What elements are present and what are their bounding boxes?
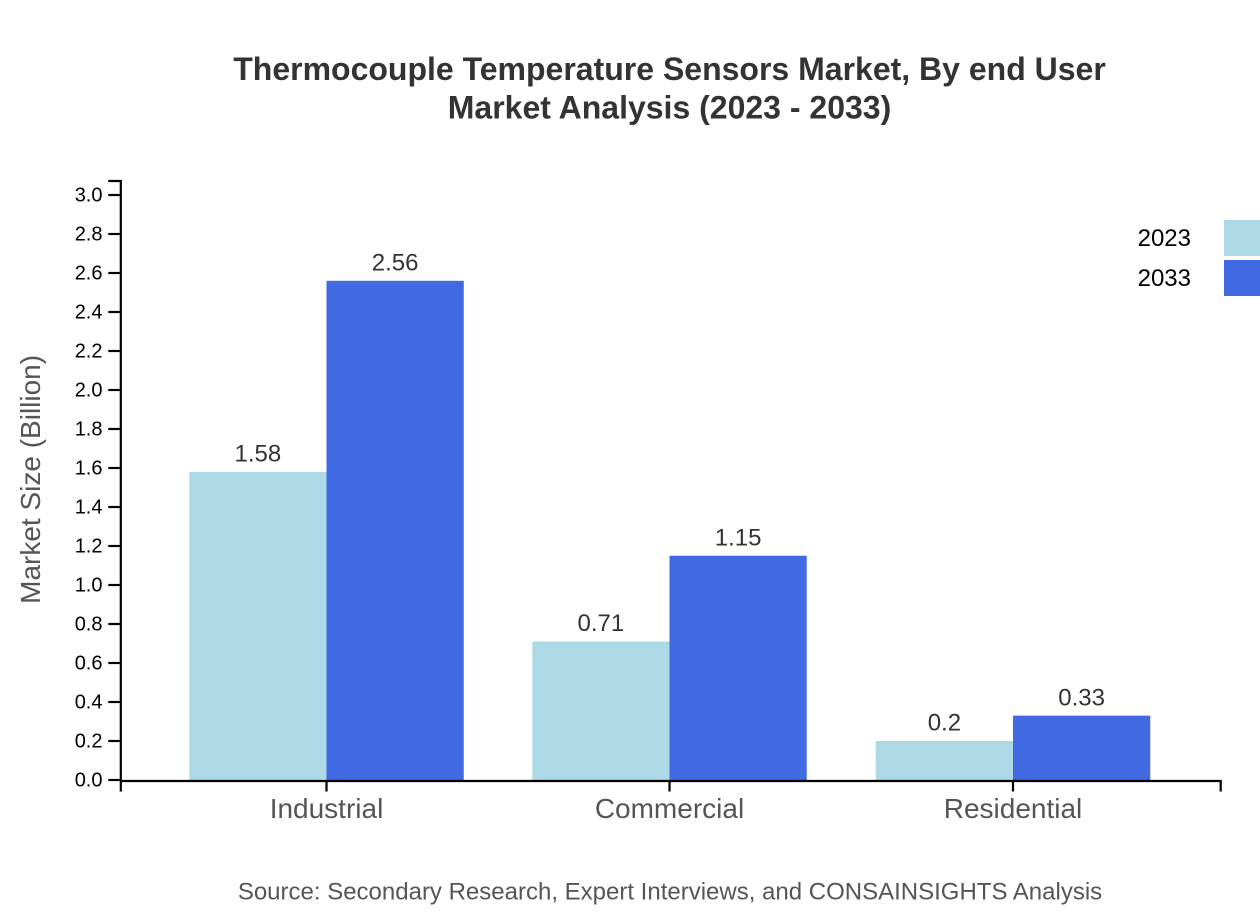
- svg-text:Thermocouple Temperature Senso: Thermocouple Temperature Sensors Market,…: [233, 51, 1106, 87]
- svg-text:Industrial: Industrial: [270, 793, 384, 824]
- svg-text:Market Size (Billion): Market Size (Billion): [15, 355, 46, 604]
- svg-text:1.0: 1.0: [75, 575, 103, 597]
- svg-text:Residential: Residential: [944, 793, 1083, 824]
- svg-text:2.4: 2.4: [75, 302, 103, 324]
- svg-text:0.8: 0.8: [75, 614, 103, 636]
- svg-text:0.33: 0.33: [1058, 684, 1105, 711]
- svg-text:0.4: 0.4: [75, 692, 103, 714]
- svg-text:2.8: 2.8: [75, 224, 103, 246]
- svg-text:1.15: 1.15: [715, 524, 762, 551]
- svg-text:2.2: 2.2: [75, 341, 103, 363]
- svg-text:1.4: 1.4: [75, 497, 103, 519]
- svg-text:0.0: 0.0: [75, 770, 103, 792]
- svg-text:2033: 2033: [1138, 265, 1191, 292]
- svg-text:2.56: 2.56: [372, 249, 419, 276]
- svg-text:1.8: 1.8: [75, 419, 103, 441]
- svg-text:Source: Secondary Research, Ex: Source: Secondary Research, Expert Inter…: [238, 879, 1102, 906]
- svg-text:Commercial: Commercial: [595, 793, 744, 824]
- svg-text:0.2: 0.2: [75, 731, 103, 753]
- svg-text:0.6: 0.6: [75, 653, 103, 675]
- svg-text:0.71: 0.71: [578, 610, 625, 637]
- svg-text:1.2: 1.2: [75, 536, 103, 558]
- svg-text:Market Analysis (2023 - 2033): Market Analysis (2023 - 2033): [448, 90, 892, 126]
- svg-text:2.0: 2.0: [75, 380, 103, 402]
- svg-text:2023: 2023: [1138, 225, 1191, 252]
- svg-text:2.6: 2.6: [75, 263, 103, 285]
- svg-text:1.58: 1.58: [235, 441, 282, 468]
- svg-text:1.6: 1.6: [75, 458, 103, 480]
- svg-text:3.0: 3.0: [75, 185, 103, 207]
- svg-text:0.2: 0.2: [928, 710, 961, 737]
